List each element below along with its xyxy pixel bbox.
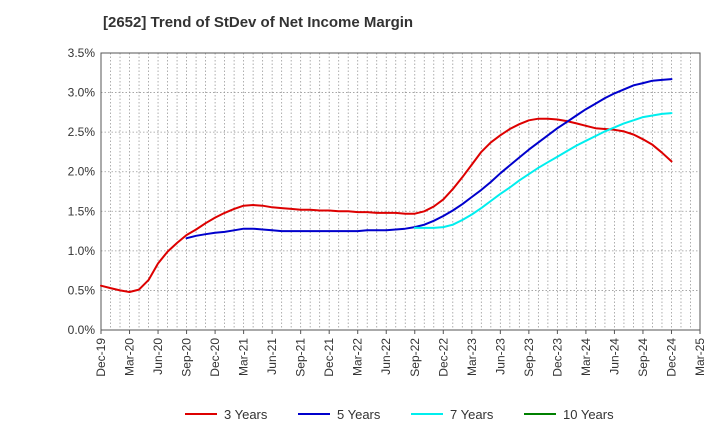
series-line-5-years xyxy=(185,78,673,240)
y-tick-label: 3.0% xyxy=(68,86,96,100)
x-tick-label: Dec-22 xyxy=(436,338,450,377)
x-tick-label: Sep-22 xyxy=(408,338,422,377)
x-tick-label: Jun-23 xyxy=(493,338,507,375)
x-tick-label: Sep-24 xyxy=(636,338,650,377)
x-tick-label: Mar-22 xyxy=(351,338,365,376)
y-tick-label: 0.5% xyxy=(68,283,96,297)
x-tick-label: Dec-19 xyxy=(94,338,108,377)
x-tick-label: Jun-21 xyxy=(265,338,279,375)
x-tick-label: Dec-23 xyxy=(550,338,564,377)
x-tick-label: Jun-22 xyxy=(379,338,393,375)
x-tick-label: Mar-24 xyxy=(579,338,593,376)
legend-label-7-years: 7 Years xyxy=(450,407,494,422)
y-tick-label: 2.5% xyxy=(68,125,96,139)
y-tick-label: 2.0% xyxy=(68,165,96,179)
legend-label-10-years: 10 Years xyxy=(563,407,614,422)
series-line-3-years xyxy=(100,117,673,293)
x-tick-label: Sep-21 xyxy=(294,338,308,377)
legend-label-5-years: 5 Years xyxy=(337,407,381,422)
x-tick-label: Sep-23 xyxy=(522,338,536,377)
x-tick-label: Jun-20 xyxy=(151,338,165,375)
x-tick-label: Dec-21 xyxy=(322,338,336,377)
chart-title: [2652] Trend of StDev of Net Income Marg… xyxy=(103,14,414,31)
x-tick-label: Mar-21 xyxy=(237,338,251,376)
legend: 3 Years 5 Years 7 Years 10 Years xyxy=(185,407,614,422)
axes: 0.0% 0.5% 1.0% 1.5% 2.0% 2.5% 3.0% 3.5% Dec-19 Ma… xyxy=(68,46,707,377)
y-tick-label: 1.5% xyxy=(68,204,96,218)
y-tick-label: 1.0% xyxy=(68,244,96,258)
y-tick-label: 0.0% xyxy=(68,323,96,337)
x-tick-label: Mar-20 xyxy=(123,338,137,376)
series-lines xyxy=(100,78,673,293)
x-tick-label: Dec-24 xyxy=(664,338,678,377)
plot-frame xyxy=(100,52,701,331)
y-tick-label: 3.5% xyxy=(68,46,96,60)
x-tick-label: Jun-24 xyxy=(607,338,621,375)
x-tick-label: Mar-25 xyxy=(693,338,707,376)
series-line-7-years xyxy=(413,112,673,229)
legend-label-3-years: 3 Years xyxy=(224,407,268,422)
x-tick-label: Mar-23 xyxy=(465,338,479,376)
x-tick-label: Sep-20 xyxy=(180,338,194,377)
x-tick-label: Dec-20 xyxy=(208,338,222,377)
